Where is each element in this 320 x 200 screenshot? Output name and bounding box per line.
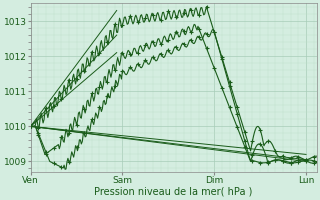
X-axis label: Pression niveau de la mer( hPa ): Pression niveau de la mer( hPa ) — [94, 187, 253, 197]
